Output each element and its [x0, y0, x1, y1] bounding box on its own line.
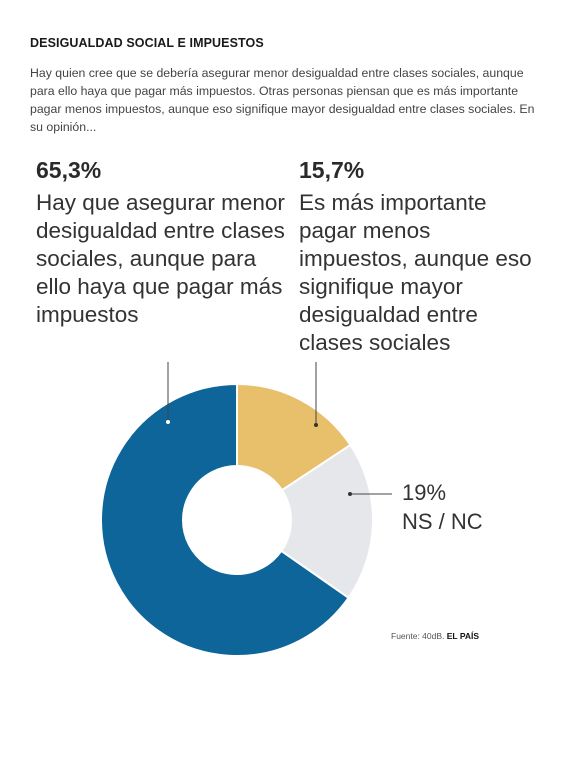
asegurar-percentage: 65,3%: [36, 157, 102, 183]
pagar-menos-percentage: 15,7%: [299, 157, 365, 183]
nsnc-leader-dot: [348, 492, 352, 496]
source-prefix: Fuente: 40dB.: [391, 631, 447, 641]
source-note: Fuente: 40dB. EL PAÍS: [391, 631, 479, 641]
donut-slice-nsnc: [279, 443, 374, 600]
source-brand: EL PAÍS: [446, 631, 480, 641]
nsnc-label: NS / NC: [402, 509, 483, 534]
nsnc-percentage: 19%: [402, 480, 447, 505]
asegurar-leader-dot: [166, 420, 170, 424]
chart-title: DESIGUALDAD SOCIAL E IMPUESTOS: [30, 36, 264, 50]
donut-slice-asegurar: [100, 382, 350, 657]
asegurar-label: Hay que asegurar menor desigualdad entre…: [36, 190, 285, 327]
pagar-menos-leader-dot: [314, 423, 318, 427]
chart-intro-text: Hay quien cree que se debería asegurar m…: [30, 66, 535, 134]
pagar-menos-label: Es más importante pagar menos impuestos,…: [299, 190, 532, 355]
